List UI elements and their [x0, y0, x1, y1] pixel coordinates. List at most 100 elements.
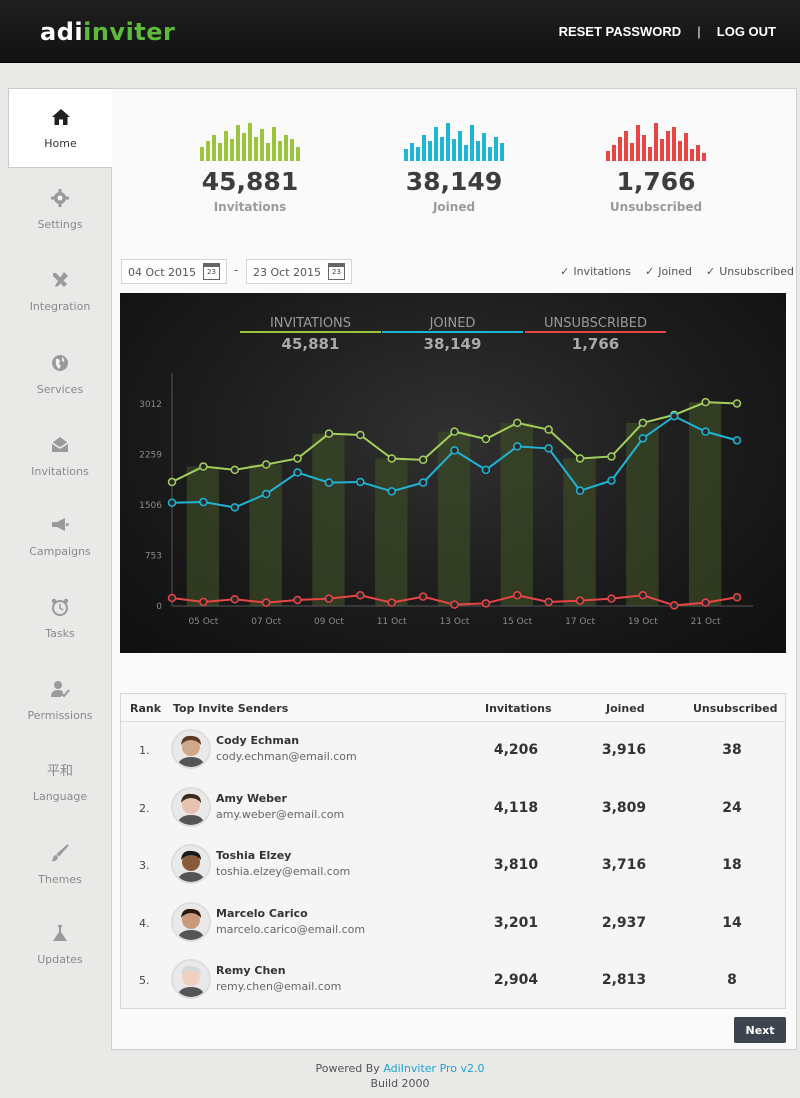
gear-icon	[51, 189, 69, 207]
avatar[interactable]	[171, 901, 211, 942]
sender-name[interactable]: Remy Chen	[216, 964, 286, 977]
language-glyph-icon: 平和	[46, 764, 73, 779]
chart-bar	[626, 422, 659, 606]
sidebar-item-permissions[interactable]: Permissions	[8, 679, 112, 722]
data-point	[199, 597, 208, 607]
data-point	[701, 598, 710, 607]
table-row[interactable]: 4. Marcelo Carico marcelo.carico@email.com…	[121, 895, 785, 953]
tools-icon	[53, 272, 68, 287]
sparkline-bar	[290, 139, 294, 161]
sidebar-item-label: Services	[36, 383, 84, 396]
chart-bar	[186, 466, 220, 606]
data-point	[261, 460, 271, 469]
sidebar-item-tasks[interactable]: Tasks	[8, 597, 112, 640]
sparkline-bar	[278, 141, 282, 161]
y-tick-label: 753	[145, 552, 162, 562]
sparkline-bar	[260, 129, 264, 161]
reset-password-link[interactable]: RESET PASSWORD	[558, 24, 682, 39]
data-point	[167, 498, 177, 507]
header-sender: Top Invite Senders	[173, 702, 289, 715]
row-invitations: 4,206	[493, 742, 539, 758]
chart-svg: INVITATIONS 45,881 JOINED 38,149 UNSUBSCRIBE…	[139, 316, 753, 627]
sparkline-bar	[296, 147, 300, 161]
row-joined: 3,916	[601, 742, 647, 758]
sparkline-bar	[636, 125, 640, 161]
sparkline-bar	[660, 139, 664, 161]
sidebar-item-campaigns[interactable]: Campaigns	[8, 515, 112, 558]
row-rank: 5.	[139, 974, 150, 987]
sender-name[interactable]: Cody Echman	[216, 734, 300, 747]
next-button[interactable]: Next	[734, 1017, 786, 1043]
calendar-icon[interactable]: 23	[328, 263, 345, 280]
data-point	[732, 593, 742, 602]
megaphone-icon	[52, 518, 69, 531]
main-panel: 45,881 Invitations 38,149 Joined 1,766 U…	[111, 88, 797, 1050]
sidebar-item-updates[interactable]: Updates	[8, 923, 112, 966]
date-to-input[interactable]: 23 Oct 2015 23	[246, 259, 352, 284]
sidebar-item-language[interactable]: 平和 Language	[8, 760, 112, 803]
avatar[interactable]	[171, 844, 211, 884]
data-point	[513, 418, 522, 428]
toggle-joined[interactable]: Joined	[645, 265, 692, 278]
data-point	[230, 595, 240, 604]
calendar-icon[interactable]: 23	[203, 263, 220, 280]
data-point	[544, 444, 553, 453]
sparkline-bar	[212, 135, 216, 161]
sidebar-item-services[interactable]: Services	[8, 353, 112, 396]
sparkline-bar	[284, 135, 288, 161]
row-invitations: 2,904	[493, 972, 539, 988]
sparkline-bar	[630, 143, 634, 161]
sparkline-bar	[648, 147, 652, 161]
toggle-unsubscribed[interactable]: Unsubscribed	[706, 265, 794, 278]
sidebar-item-settings[interactable]: Settings	[8, 188, 112, 231]
sidebar-item-invitations[interactable]: Invitations	[8, 435, 112, 478]
sidebar-item-integration[interactable]: Integration	[8, 270, 112, 313]
stat-invitations: 45,881 Invitations	[170, 121, 330, 214]
logo[interactable]: adiinviter	[40, 18, 175, 46]
stat-unsubscribed: 1,766 Unsubscribed	[576, 121, 736, 214]
chart-header-name: JOINED	[429, 316, 476, 331]
date-from-input[interactable]: 04 Oct 2015 23	[121, 259, 227, 284]
sidebar-item-label: Updates	[37, 953, 83, 966]
header-links: RESET PASSWORD | LOG OUT	[559, 24, 776, 39]
data-point	[356, 430, 365, 440]
product-link[interactable]: AdiInviter Pro v2.0	[383, 1062, 485, 1075]
sparkline-bar	[618, 137, 622, 161]
sender-name[interactable]: Amy Weber	[216, 791, 287, 805]
logout-link[interactable]: LOG OUT	[716, 24, 776, 39]
sidebar-item-label: Language	[32, 790, 88, 803]
avatar[interactable]	[171, 786, 211, 827]
sender-name[interactable]: Marcelo Carico	[216, 906, 308, 920]
data-point	[293, 595, 302, 605]
table-row[interactable]: 5. Remy Chen remy.chen@email.com 2,904 2,813…	[121, 952, 785, 1010]
avatar[interactable]	[171, 729, 211, 769]
row-joined: 2,813	[601, 972, 647, 988]
data-point	[701, 397, 710, 407]
table-row[interactable]: 2. Amy Weber amy.weber@email.com 4,118 3,809…	[121, 780, 785, 838]
sender-name[interactable]: Toshia Elzey	[216, 849, 292, 862]
footer: Powered By AdiInviter Pro v2.0 Build 200…	[0, 1061, 800, 1091]
row-unsubscribed: 18	[722, 857, 742, 873]
x-tick-label: 15 Oct	[502, 617, 532, 627]
avatar[interactable]	[171, 959, 211, 999]
table-row[interactable]: 3. Toshia Elzey toshia.elzey@email.com 3,81…	[121, 837, 785, 895]
date-to-value: 23 Oct 2015	[253, 266, 322, 279]
data-point	[293, 454, 302, 463]
chart-header-name: INVITATIONS	[270, 316, 351, 331]
table-row[interactable]: 1. Cody Echman cody.echman@email.com 4,206 3…	[121, 722, 785, 780]
sidebar-item-home[interactable]: Home	[8, 88, 112, 168]
data-point	[356, 591, 365, 600]
sparkline-bar	[404, 149, 408, 161]
build-text: Build 2000	[370, 1077, 430, 1090]
x-tick-label: 21 Oct	[691, 617, 721, 627]
sparkline-bars	[374, 121, 534, 161]
sparkline-bar	[684, 133, 688, 161]
sender-email: amy.weber@email.com	[216, 807, 345, 821]
sparkline-bar	[230, 139, 234, 161]
toggle-invitations[interactable]: Invitations	[560, 265, 631, 278]
x-tick-label: 09 Oct	[314, 617, 344, 627]
data-point	[356, 477, 365, 487]
sidebar-item-themes[interactable]: Themes	[8, 843, 112, 886]
data-point	[293, 468, 302, 477]
x-tick-label: 19 Oct	[628, 617, 658, 627]
